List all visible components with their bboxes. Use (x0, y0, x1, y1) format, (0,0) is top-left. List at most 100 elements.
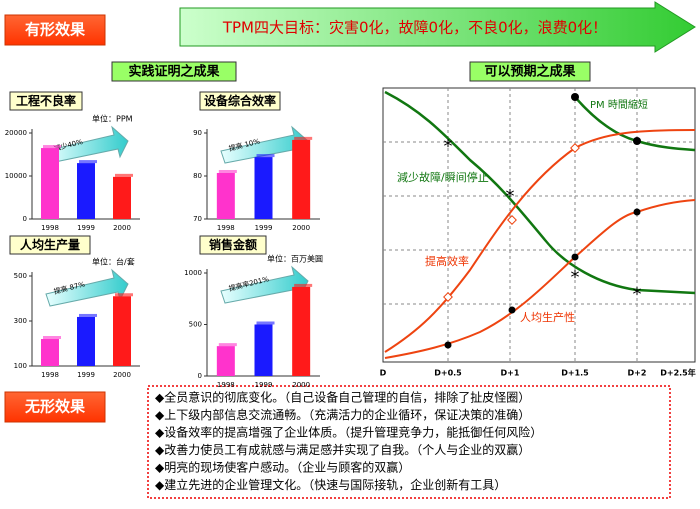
goal-text: TPM四大目标：灾害0化，故障0化，不良0化，浪费0化！ (222, 19, 607, 37)
bar (254, 157, 273, 219)
trend-arrow (45, 268, 129, 307)
y-tick-label: 90 (193, 129, 202, 137)
bar (254, 324, 273, 376)
intangible-item: ◆明亮的现场使客户感动。（企业与顾客的双赢） (155, 460, 410, 475)
x-tick-label: 1998 (41, 224, 59, 232)
pm-label: PM 時間縮短 (590, 98, 648, 111)
intangible-frame (147, 385, 671, 499)
bar (216, 346, 235, 376)
forecast-frame (382, 87, 696, 363)
bar-cap (294, 136, 313, 140)
chart-title: 设备综合效率 (204, 93, 276, 108)
bar-cap (218, 169, 237, 173)
bar (113, 176, 131, 219)
bar-cap (43, 145, 61, 149)
svg-text:*: * (571, 267, 580, 288)
x-tick-label: D+1 (501, 369, 520, 378)
y-tick-label: 500 (189, 321, 202, 329)
x-tick-label: 1999 (255, 224, 273, 232)
unit-label: 单位：PPM (92, 114, 133, 124)
bar (292, 139, 311, 219)
bar-cap (115, 293, 133, 297)
tangible-box (4, 14, 106, 46)
y-tick-label: 500 (14, 272, 27, 280)
chart-title: 销售金额 (209, 237, 257, 252)
bar-cap (79, 160, 97, 164)
bar (113, 296, 131, 366)
efficiency-label: 提高效率 (425, 254, 469, 268)
svg-text:*: * (506, 186, 515, 207)
x-tick-label: 2000 (113, 224, 131, 232)
intangible-item: ◆全员意识的彻底变化。（自己设备自己管理的自信，排除了扯皮怪圈） (155, 390, 530, 405)
x-tick-label: D+1.5 (561, 369, 589, 378)
x-tick-label: 1999 (255, 381, 273, 389)
efficiency-markers (443, 143, 580, 302)
curve-dots (444, 93, 641, 349)
bar (77, 316, 95, 366)
x-tick-label: 1998 (217, 224, 235, 232)
proven-title: 实践证明之成果 (128, 64, 219, 80)
bar-cap (218, 343, 237, 347)
chart-title-box (9, 235, 91, 255)
tangible-title: 有形效果 (25, 21, 86, 39)
proven-box (111, 61, 237, 82)
bar (41, 339, 59, 366)
bar-cap (79, 313, 97, 317)
chart-title-box (9, 91, 83, 111)
productivity-label: 人均生产性 (520, 310, 575, 324)
y-tick-label: 0 (23, 215, 27, 223)
x-tick-label: 1999 (77, 224, 95, 232)
x-tick-label: D+2.5年 (660, 368, 696, 378)
intangible-item: ◆上下级内部信息交流通畅。（充满活力的企业循环，保证决策的准确） (155, 407, 530, 422)
unit-label: 单位：百万美圆 (267, 254, 323, 264)
bar (292, 286, 311, 376)
x-tick-label: 2000 (292, 381, 310, 389)
x-tick-label: 2000 (113, 371, 131, 379)
bar-cap (256, 154, 275, 158)
y-tick-label: 0 (198, 372, 202, 380)
y-tick-label: 1000 (184, 269, 202, 277)
failure-label: 減少故障/瞬间停止 (397, 170, 489, 184)
x-tick-label: 1998 (41, 371, 59, 379)
bar-cap (115, 173, 133, 177)
x-tick-label: 1998 (217, 381, 235, 389)
bar (41, 148, 59, 219)
intangible-list: ◆全员意识的彻底变化。（自己设备自己管理的自信，排除了扯皮怪圈） ◆上下级内部信息… (155, 390, 542, 493)
bar (216, 172, 235, 219)
efficiency-curve (384, 129, 696, 353)
intangible-item: ◆设备效率的提高增强了企业体质。（提升管理竞争力，能抵御任何风险） (155, 425, 542, 440)
bar (77, 163, 95, 219)
expected-box (469, 61, 591, 82)
y-tick-label: 10000 (5, 172, 27, 180)
x-tick-label: D (380, 369, 387, 378)
chart-title: 工程不良率 (16, 93, 76, 108)
chart-title-box (199, 91, 281, 111)
y-tick-label: 80 (193, 172, 202, 180)
trend-arrow (45, 125, 129, 164)
intangible-box (4, 391, 106, 423)
forecast-chart: * * * * PM 時間縮短 減少故障/瞬间停止 提高效率 人均生产性 D D+0.5… (380, 87, 696, 378)
intangible-title: 无形效果 (24, 398, 86, 416)
y-tick-label: 100 (14, 362, 27, 370)
intangible-item: ◆改善力使员工有成就感与满足感并实现了自我。（个人与企业的双赢） (155, 442, 530, 457)
svg-text:*: * (633, 284, 642, 305)
x-tick-label: 1999 (77, 371, 95, 379)
y-tick-label: 20000 (5, 129, 27, 137)
x-tick-label: D+0.5 (434, 369, 462, 378)
chart-title-box (199, 235, 267, 255)
bar-cap (43, 336, 61, 339)
failure-curve (384, 90, 696, 295)
x-tick-label: 2000 (292, 224, 310, 232)
x-tick-label: D+2 (628, 369, 647, 378)
forecast-grid (383, 88, 695, 362)
chart-title: 人均生产量 (20, 237, 80, 252)
y-tick-label: 300 (14, 317, 27, 325)
goal-arrow (179, 1, 696, 53)
intangible-item: ◆建立先进的企业管理文化。（快速与国际接轨，企业创新有工具） (155, 477, 506, 492)
expected-title: 可以预期之成果 (484, 64, 575, 80)
